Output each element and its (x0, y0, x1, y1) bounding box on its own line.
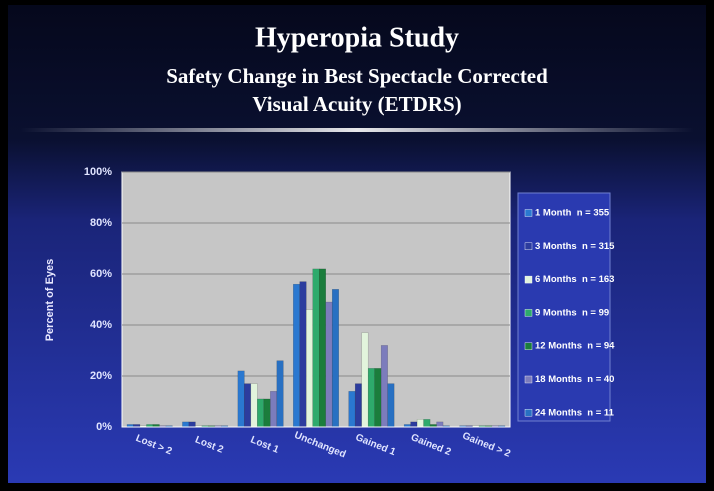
legend-swatch (524, 409, 533, 417)
legend-label: 12 Months n = 94 (535, 341, 615, 352)
chart-subtitle: Safety Change in Best Spectacle Correcte… (166, 64, 548, 88)
bar (244, 383, 252, 428)
y-tick-label: 20% (90, 370, 112, 382)
legend-swatch (524, 242, 533, 251)
y-tick-label: 100% (84, 166, 112, 178)
chart-title: Hyperopia Study (255, 22, 459, 53)
bar (410, 421, 418, 428)
bar (318, 268, 326, 428)
bar (361, 332, 369, 428)
legend-label: 6 Months n = 163 (535, 274, 614, 285)
bar (312, 268, 320, 428)
y-axis-label: Percent of Eyes (44, 259, 56, 342)
legend-label: 18 Months n = 40 (535, 374, 614, 385)
bar (374, 368, 382, 428)
y-tick-label: 60% (90, 268, 112, 280)
bar (293, 283, 301, 428)
legend-swatch (524, 309, 533, 317)
bar (380, 345, 388, 428)
bar (299, 281, 307, 428)
bar (367, 368, 375, 428)
separator (20, 128, 694, 132)
legend-label: 9 Months n = 99 (535, 307, 609, 318)
y-tick-label: 40% (90, 319, 112, 331)
bar (306, 309, 314, 428)
bar (250, 383, 258, 428)
bar (257, 398, 265, 428)
bar (423, 419, 431, 428)
legend-swatch (524, 375, 533, 384)
legend-label: 3 Months n = 315 (535, 241, 615, 252)
legend-box (517, 192, 611, 422)
y-tick-label: 80% (90, 217, 112, 229)
y-tick-label: 0% (96, 421, 112, 433)
bar (276, 360, 284, 428)
bar (263, 398, 271, 428)
bar (237, 370, 245, 428)
legend-swatch (524, 209, 533, 217)
bar (188, 421, 196, 428)
bar (436, 421, 444, 428)
chart-subtitle: Visual Acuity (ETDRS) (252, 92, 461, 116)
bar (325, 301, 333, 428)
bar (270, 391, 278, 428)
bar (387, 383, 395, 428)
bar (331, 289, 339, 428)
bar (354, 383, 362, 428)
legend-swatch (524, 342, 533, 350)
bar (348, 391, 356, 428)
bar (416, 419, 424, 428)
legend-label: 24 Months n = 11 (535, 407, 615, 418)
legend-swatch (524, 275, 533, 284)
bar (182, 421, 190, 428)
legend-label: 1 Month n = 355 (535, 208, 610, 219)
